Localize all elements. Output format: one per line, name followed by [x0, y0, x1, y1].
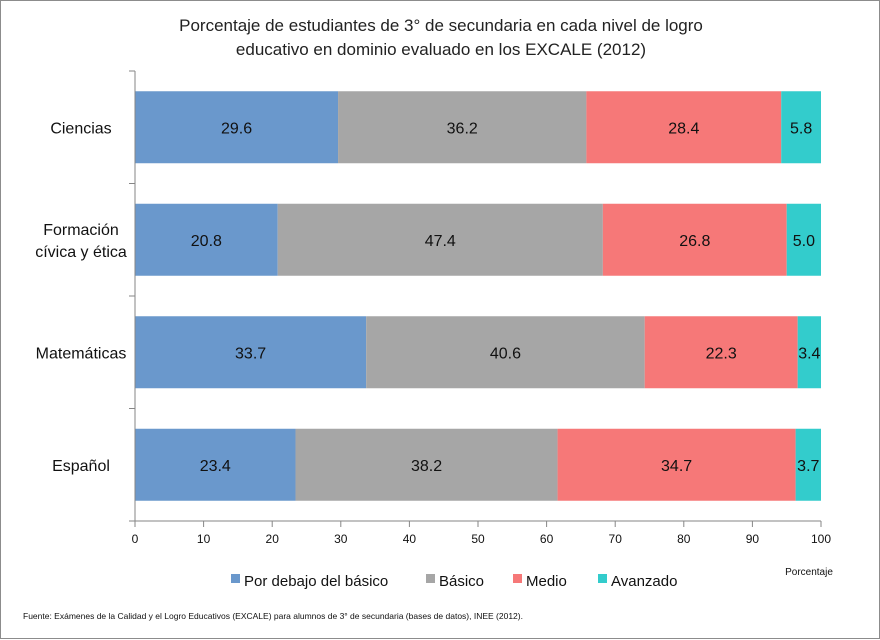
x-tick-label: 70	[609, 532, 623, 546]
data-label: 22.3	[706, 345, 737, 362]
category-label: Matemáticas	[36, 345, 127, 362]
x-tick-label: 0	[132, 532, 139, 546]
x-tick-label: 30	[334, 532, 348, 546]
x-tick-label: 40	[403, 532, 417, 546]
bar-segment	[586, 91, 782, 164]
data-label: 33.7	[235, 345, 266, 362]
legend-swatch	[231, 574, 240, 583]
category-label: Formación	[43, 222, 119, 239]
data-label: 23.4	[200, 458, 231, 475]
legend-swatch	[598, 574, 607, 583]
bar-segment	[557, 428, 796, 501]
bar-segment	[135, 203, 278, 276]
legend-label: Avanzado	[611, 573, 677, 590]
x-axis-title: Porcentaje	[785, 567, 833, 578]
data-label: 29.6	[221, 120, 252, 137]
legend-swatch	[513, 574, 522, 583]
bar-segment	[366, 316, 645, 389]
category-label: cívica y ética	[35, 244, 127, 261]
data-label: 28.4	[668, 120, 699, 137]
chart-title-line: educativo en dominio evaluado en los EXC…	[236, 40, 646, 59]
legend-label: Básico	[439, 573, 484, 590]
bar-segment	[644, 316, 798, 389]
bar-segment	[797, 316, 821, 389]
data-label: 34.7	[661, 458, 692, 475]
legend-swatch	[426, 574, 435, 583]
data-label: 40.6	[490, 345, 521, 362]
bar-segment	[786, 203, 821, 276]
x-tick-label: 100	[811, 532, 831, 546]
data-label: 38.2	[411, 458, 442, 475]
data-label: 20.8	[191, 233, 222, 250]
data-label: 26.8	[679, 233, 710, 250]
x-tick-label: 80	[677, 532, 691, 546]
x-tick-label: 90	[746, 532, 760, 546]
legend-label: Medio	[526, 573, 567, 590]
bar-segment	[135, 428, 296, 501]
data-label: 5.8	[790, 120, 812, 137]
data-label: 36.2	[447, 120, 478, 137]
data-label: 47.4	[425, 233, 456, 250]
bar-segment	[135, 316, 367, 389]
bar-segment	[795, 428, 821, 501]
category-label: Español	[52, 458, 110, 475]
bar-segment	[295, 428, 558, 501]
bar-segment	[277, 203, 603, 276]
bar-segment	[602, 203, 787, 276]
data-label: 3.7	[797, 458, 819, 475]
data-label: 3.4	[798, 345, 820, 362]
bar-segment	[135, 91, 339, 164]
x-tick-label: 10	[197, 532, 211, 546]
chart-title-line: Porcentaje de estudiantes de 3° de secun…	[179, 16, 703, 35]
source-note: Fuente: Exámenes de la Calidad y el Logr…	[23, 611, 523, 621]
bar-segment	[781, 91, 821, 164]
x-tick-label: 50	[471, 532, 485, 546]
category-label: Ciencias	[50, 120, 111, 137]
x-tick-label: 60	[540, 532, 554, 546]
bar-segment	[338, 91, 587, 164]
legend-label: Por debajo del básico	[244, 573, 388, 590]
x-tick-label: 20	[266, 532, 280, 546]
data-label: 5.0	[793, 233, 815, 250]
